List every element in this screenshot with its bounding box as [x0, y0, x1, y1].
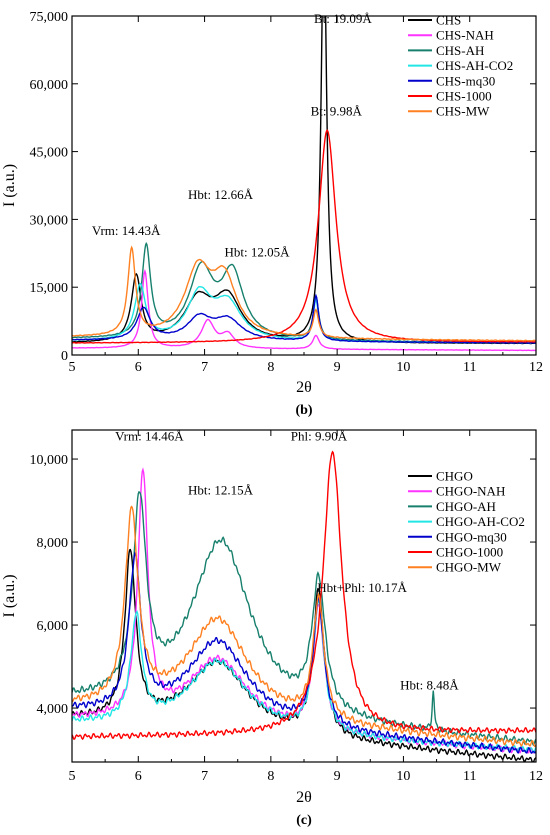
legend-entry: CHS-1000 — [436, 89, 492, 104]
legend-entry: CHGO-MW — [436, 560, 502, 575]
series-line-chs-ah — [72, 241, 536, 344]
x-tick-label: 12 — [529, 360, 543, 375]
y-tick-label: 45,000 — [30, 146, 69, 161]
y-tick-label: 0 — [61, 349, 68, 364]
x-tick-label: 8 — [267, 769, 274, 784]
panel-label: (b) — [295, 403, 312, 418]
x-tick-label: 8 — [267, 360, 274, 375]
x-tick-label: 7 — [201, 769, 208, 784]
legend: CHSCHS-NAHCHS-AHCHS-AH-CO2CHS-mq30CHS-10… — [408, 13, 513, 119]
peak-annotation: Vrm: 14.43Å — [92, 223, 161, 238]
series-line-chgo-mw — [72, 505, 536, 748]
x-tick-label: 6 — [135, 360, 142, 375]
x-tick-label: 7 — [201, 360, 208, 375]
legend-entry: CHGO-1000 — [436, 545, 503, 560]
legend-entry: CHS-AH-CO2 — [436, 58, 513, 73]
series-group — [72, 450, 536, 762]
x-axis-label: 2θ — [296, 789, 312, 806]
series-line-chgo-mq30 — [72, 551, 536, 755]
legend-entry: CHGO-AH — [436, 499, 496, 514]
y-tick-label: 10,000 — [30, 453, 69, 468]
legend-entry: CHGO — [436, 469, 473, 484]
series-line-chs-mw — [72, 245, 536, 342]
peak-annotation: Vrm: 14.46Å — [115, 428, 184, 443]
y-tick-label: 30,000 — [30, 213, 69, 228]
x-axis-label: 2θ — [296, 379, 312, 396]
peak-annotation: Bt: 19.09Å — [314, 11, 372, 26]
series-line-chgo-1000 — [72, 450, 536, 741]
x-tick-label: 10 — [396, 769, 410, 784]
x-tick-label: 9 — [334, 769, 341, 784]
x-tick-label: 5 — [69, 769, 76, 784]
peak-annotation: Hbt+Phl: 10.17Å — [317, 580, 407, 595]
legend-entry: CHGO-AH-CO2 — [436, 514, 525, 529]
peak-annotation: Phl: 9.90Å — [291, 428, 348, 443]
series-line-chs-nah — [72, 268, 536, 352]
y-axis-label: I (a.u.) — [1, 574, 18, 617]
legend-entry: CHS-MW — [436, 104, 490, 119]
panel-c: 5 6 7 8 9 10 11 12 4,000 6,000 8,000 10,000 2θ I (a.u… — [1, 428, 543, 828]
x-tick-label: 9 — [334, 360, 341, 375]
panel-label: (c) — [296, 813, 312, 828]
legend-entry: CHS-mq30 — [436, 73, 495, 88]
y-tick-label: 60,000 — [30, 78, 69, 93]
x-tick-label: 11 — [463, 360, 476, 375]
peak-annotation: Hbt: 12.66Å — [188, 187, 254, 202]
series-line-chgo-ah — [72, 490, 536, 747]
y-tick-label: 75,000 — [30, 10, 69, 25]
legend-entry: CHGO-mq30 — [436, 529, 507, 544]
panel-b: 5 6 7 8 9 10 11 12 0 15,000 30,000 45,000 60,000 75,0… — [1, 10, 543, 418]
x-tick-label: 12 — [529, 769, 543, 784]
y-tick-label: 4,000 — [37, 702, 69, 717]
peak-annotation: Hbt: 8.48Å — [400, 677, 459, 692]
peak-annotation: Bt: 9.98Å — [311, 103, 363, 118]
y-axis-label: I (a.u.) — [1, 164, 18, 207]
legend-entry: CHS — [436, 13, 461, 28]
peak-annotation: Hbt: 12.15Å — [188, 482, 254, 497]
series-line-chgo-ah-co2 — [72, 598, 536, 754]
legend-entry: CHS-NAH — [436, 28, 494, 43]
series-line-chs-mq30 — [72, 293, 536, 344]
y-tick-label: 15,000 — [30, 281, 69, 296]
legend-entry: CHS-AH — [436, 43, 484, 58]
peak-annotation: Hbt: 12.05Å — [224, 244, 290, 259]
y-tick-label: 6,000 — [37, 619, 69, 634]
legend-entry: CHGO-NAH — [436, 484, 505, 499]
x-tick-label: 6 — [135, 769, 142, 784]
x-tick-label: 5 — [69, 360, 76, 375]
x-tick-label: 11 — [463, 769, 476, 784]
y-tick-label: 8,000 — [37, 536, 69, 551]
legend: CHGOCHGO-NAHCHGO-AHCHGO-AH-CO2CHGO-mq30C… — [408, 469, 525, 575]
series-group — [72, 16, 536, 352]
x-tick-label: 10 — [396, 360, 410, 375]
